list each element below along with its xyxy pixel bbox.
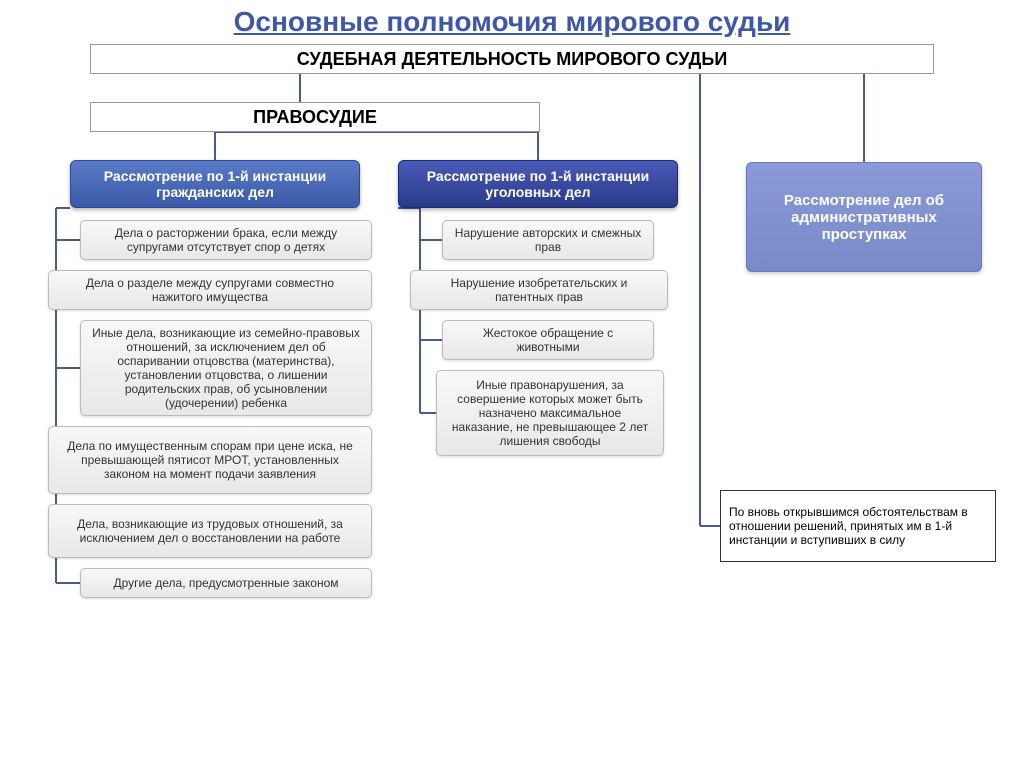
civil-item: Дела о расторжении брака, если между суп… — [80, 220, 372, 260]
header-admin: Рассмотрение дел об административных про… — [746, 162, 982, 272]
civil-item: Дела по имущественным спорам при цене ис… — [48, 426, 372, 494]
criminal-item: Жестокое обращение с животными — [442, 320, 654, 360]
criminal-item: Иные правонарушения, за совершение котор… — [436, 370, 664, 456]
subtitle-activity: СУДЕБНАЯ ДЕЯТЕЛЬНОСТЬ МИРОВОГО СУДЬИ — [90, 44, 934, 74]
criminal-item: Нарушение изобретательских и патентных п… — [410, 270, 668, 310]
header-criminal: Рассмотрение по 1-й инстанции уголовных … — [398, 160, 678, 208]
criminal-item: Нарушение авторских и смежных прав — [442, 220, 654, 260]
civil-item: Дела, возникающие из трудовых отношений,… — [48, 504, 372, 558]
civil-item: Дела о разделе между супругами совместно… — [48, 270, 372, 310]
civil-item: Другие дела, предусмотренные законом — [80, 568, 372, 598]
page-title: Основные полномочия мирового судьи — [0, 0, 1024, 44]
civil-item: Иные дела, возникающие из семейно-правов… — [80, 320, 372, 416]
note-box: По вновь открывшимся обстоятельствам в о… — [720, 490, 996, 562]
subtitle-justice: ПРАВОСУДИЕ — [90, 102, 540, 132]
header-civil: Рассмотрение по 1-й инстанции граждански… — [70, 160, 360, 208]
